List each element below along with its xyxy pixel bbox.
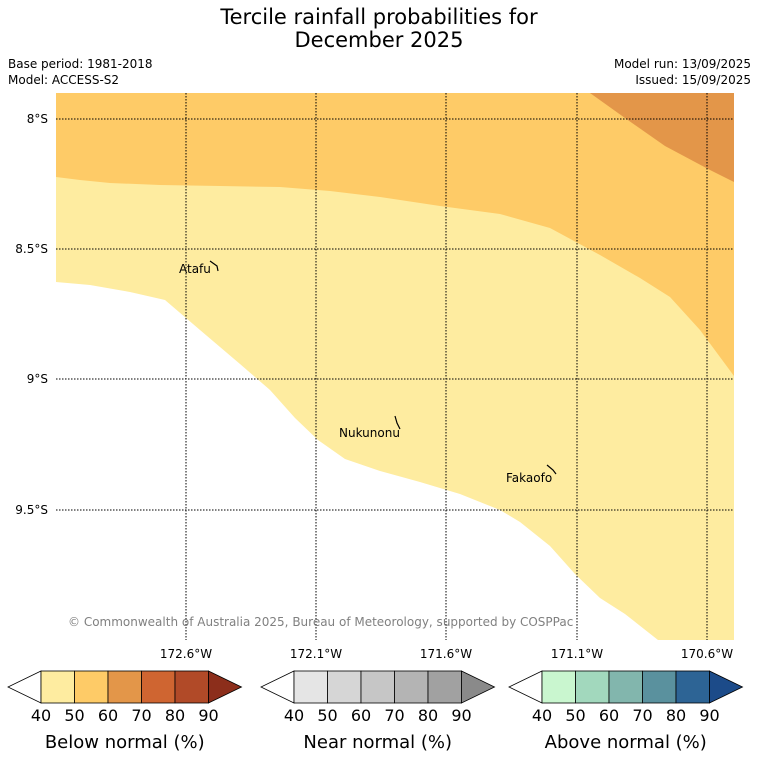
- colorbar-above-band-2: [608, 670, 643, 704]
- region-no-tercile: [56, 282, 658, 640]
- colorbar-below-tick-70: 70: [131, 706, 151, 725]
- colorbar-near: 40 50 60 70 80 90 Near normal (%): [260, 670, 496, 753]
- colorbar-near-low-arrow: [260, 670, 295, 704]
- colorbar-below-tick-90: 90: [198, 706, 218, 725]
- colorbar-above-tick-90: 90: [699, 706, 719, 725]
- colorbar-near-tick-90: 90: [451, 706, 471, 725]
- lat-axis-labels: 8°S 8.5°S 9°S 9.5°S: [15, 112, 48, 517]
- colorbar-near-tick-50: 50: [317, 706, 337, 725]
- colorbar-above-tick-50: 50: [565, 706, 585, 725]
- colorbar-above-low-arrow: [508, 670, 543, 704]
- graticule: [56, 93, 734, 640]
- colorbar-near-band-0: [293, 670, 328, 704]
- colorbar-near-tick-70: 70: [384, 706, 404, 725]
- atafu-island: [209, 260, 219, 272]
- colorbar-below-band-2: [107, 670, 142, 704]
- colorbar-below-tick-50: 50: [64, 706, 84, 725]
- lon-label-172-6w: 172.6°W: [160, 647, 212, 661]
- lon-label-170-6w: 170.6°W: [681, 647, 733, 661]
- base-period-text: Base period: 1981-2018: [8, 57, 153, 71]
- lat-label-9-5s: 9.5°S: [15, 503, 48, 517]
- chart-title-line1: Tercile rainfall probabilities for: [220, 5, 538, 29]
- colorbar-above-band-1: [575, 670, 610, 704]
- colorbar-above-tick-40: 40: [532, 706, 552, 725]
- colorbar-below-title: Below normal (%): [45, 732, 205, 753]
- colorbar-near-band-2: [360, 670, 395, 704]
- colorbar-above-band-5: [709, 670, 744, 704]
- lat-label-8s: 8°S: [27, 112, 48, 126]
- colorbar-near-band-1: [327, 670, 362, 704]
- colorbar-legends: 40 50 60 70 80 90 Below normal (%) 40 50 60 70 80 90…: [7, 670, 744, 753]
- colorbar-near-tick-40: 40: [284, 706, 304, 725]
- colorbar-below-band-4: [174, 670, 209, 704]
- copyright-notice: © Commonwealth of Australia 2025, Bureau…: [68, 615, 573, 629]
- place-label-nukunonu: Nukunonu: [339, 426, 400, 440]
- lat-label-9s: 9°S: [27, 372, 48, 386]
- colorbar-above-tick-80: 80: [666, 706, 686, 725]
- place-label-atafu: Atafu: [179, 262, 211, 276]
- colorbar-below-tick-40: 40: [31, 706, 51, 725]
- colorbar-near-band-5: [461, 670, 496, 704]
- model-run-text: Model run: 13/09/2025: [613, 57, 751, 71]
- colorbar-near-band-4: [427, 670, 462, 704]
- place-label-fakaofo: Fakaofo: [506, 471, 552, 485]
- region-below-60: [590, 93, 734, 182]
- colorbar-near-tick-80: 80: [418, 706, 438, 725]
- fakaofo-island: [546, 464, 557, 475]
- colorbar-above-tick-70: 70: [632, 706, 652, 725]
- colorbar-near-tick-60: 60: [351, 706, 371, 725]
- colorbar-near-band-3: [394, 670, 429, 704]
- colorbar-above-title: Above normal (%): [545, 732, 707, 753]
- colorbar-below: 40 50 60 70 80 90 Below normal (%): [7, 670, 243, 753]
- lon-axis-labels: 172.6°W 172.1°W 171.6°W 171.1°W 170.6°W: [160, 647, 733, 661]
- island-outlines: [209, 260, 557, 475]
- colorbar-above-band-0: [541, 670, 576, 704]
- colorbar-below-band-3: [141, 670, 176, 704]
- lon-label-172-1w: 172.1°W: [290, 647, 342, 661]
- lat-label-8-5s: 8.5°S: [15, 242, 48, 256]
- colorbar-above: 40 50 60 70 80 90 Above normal (%): [508, 670, 744, 753]
- colorbar-below-band-1: [74, 670, 109, 704]
- colorbar-below-band-0: [40, 670, 75, 704]
- colorbar-above-tick-60: 60: [599, 706, 619, 725]
- chart-title-line2: December 2025: [294, 28, 464, 52]
- lon-label-171-6w: 171.6°W: [420, 647, 472, 661]
- lon-label-171-1w: 171.1°W: [551, 647, 603, 661]
- nukunonu-island: [394, 415, 401, 430]
- colorbar-below-band-5: [208, 670, 243, 704]
- model-text: Model: ACCESS-S2: [8, 73, 120, 87]
- colorbar-below-tick-60: 60: [98, 706, 118, 725]
- colorbar-above-band-3: [642, 670, 677, 704]
- colorbar-below-low-arrow: [7, 670, 42, 704]
- issued-text: Issued: 15/09/2025: [635, 73, 751, 87]
- map-panel: Atafu Nukunonu Fakaofo © Commonwealth of…: [56, 93, 734, 640]
- colorbar-near-title: Near normal (%): [303, 732, 452, 753]
- colorbar-above-band-4: [675, 670, 710, 704]
- colorbar-below-tick-80: 80: [165, 706, 185, 725]
